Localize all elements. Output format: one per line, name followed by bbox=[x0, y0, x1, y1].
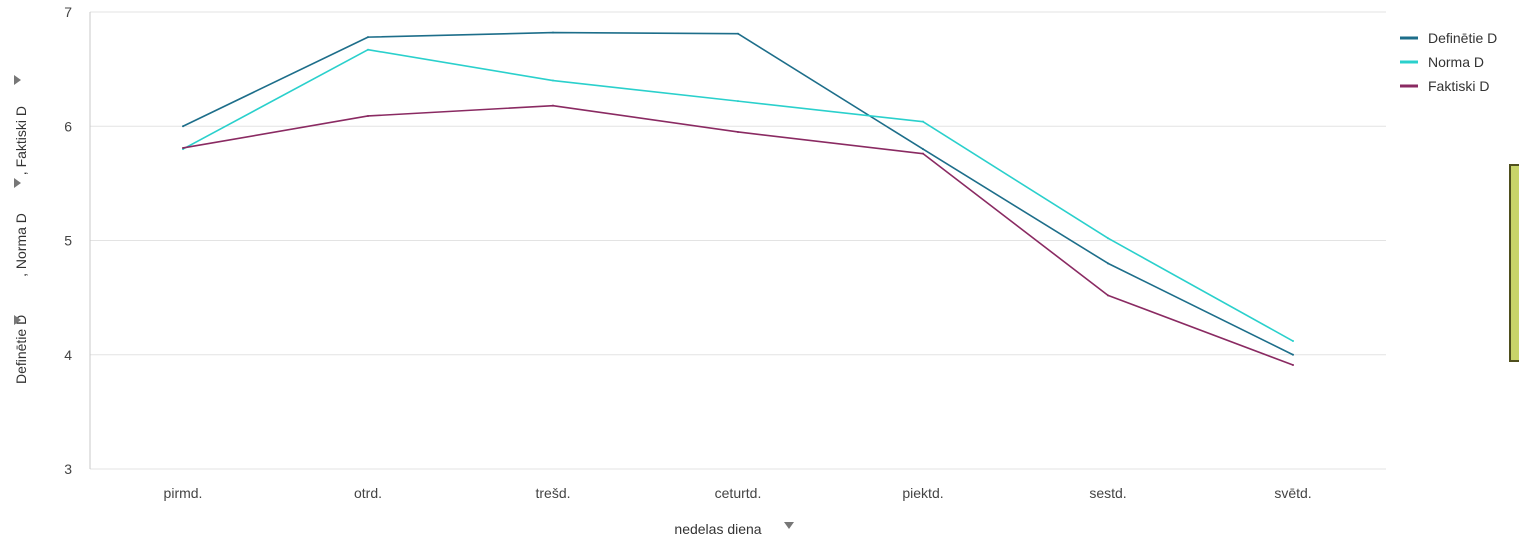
data-point bbox=[737, 32, 739, 35]
caret-right-icon[interactable] bbox=[14, 315, 21, 325]
data-point bbox=[552, 79, 554, 82]
gridlines bbox=[89, 11, 1386, 470]
legend-entry[interactable]: Definētie D bbox=[1428, 30, 1497, 46]
data-point bbox=[182, 125, 184, 128]
legend-entry[interactable]: Norma D bbox=[1428, 54, 1484, 70]
x-tick-label: otrd. bbox=[354, 485, 382, 501]
data-point bbox=[182, 146, 184, 149]
x-tick-label: ceturtd. bbox=[715, 485, 762, 501]
data-point bbox=[1292, 364, 1294, 367]
y-axis-label-part: , Faktiski D bbox=[13, 106, 29, 175]
caret-right-icon[interactable] bbox=[14, 178, 21, 188]
y-axis-label-part: , Norma D bbox=[13, 213, 29, 277]
data-point bbox=[922, 120, 924, 123]
x-axis-label[interactable]: nedelas diena bbox=[674, 521, 761, 535]
data-point bbox=[552, 31, 554, 34]
legend: Definētie D Norma D Faktiski D bbox=[1400, 30, 1497, 94]
x-tick-label: svētd. bbox=[1274, 485, 1311, 501]
svg-text:Definētie D , Norma D: Definētie D , Norma D , Faktiski D bbox=[13, 106, 29, 384]
data-point bbox=[367, 48, 369, 51]
data-point bbox=[922, 152, 924, 155]
data-point bbox=[922, 148, 924, 151]
data-point bbox=[367, 114, 369, 117]
data-point bbox=[1292, 340, 1294, 343]
x-axis-ticks: pirmd. otrd. trešd. ceturtd. piektd. sestd. sv… bbox=[164, 485, 1312, 501]
data-point bbox=[1107, 237, 1109, 240]
data-point bbox=[1107, 262, 1109, 265]
y-tick-label: 3 bbox=[64, 461, 72, 477]
y-tick-label: 4 bbox=[64, 347, 72, 363]
data-point bbox=[367, 36, 369, 39]
x-tick-label: piektd. bbox=[902, 485, 943, 501]
x-tick-label: sestd. bbox=[1089, 485, 1126, 501]
y-tick-label: 5 bbox=[64, 233, 72, 249]
y-axis-label-part: Definētie D bbox=[13, 315, 29, 384]
legend-entry[interactable]: Faktiski D bbox=[1428, 78, 1489, 94]
x-tick-label: pirmd. bbox=[164, 485, 203, 501]
series-line bbox=[182, 104, 1294, 366]
series-line bbox=[182, 31, 1294, 356]
x-tick-label: trešd. bbox=[535, 485, 570, 501]
caret-right-icon[interactable] bbox=[14, 75, 21, 85]
data-point bbox=[1292, 353, 1294, 356]
data-point bbox=[737, 100, 739, 103]
data-point bbox=[1107, 294, 1109, 297]
y-axis-carets bbox=[14, 75, 21, 325]
data-point bbox=[737, 130, 739, 133]
series-line bbox=[182, 48, 1294, 342]
y-axis-label[interactable]: Definētie D , Norma D , Faktiski D bbox=[13, 106, 29, 384]
y-axis-ticks: 3 4 5 6 7 bbox=[64, 4, 72, 477]
y-tick-label: 7 bbox=[64, 4, 72, 20]
data-point bbox=[552, 104, 554, 107]
series-lines bbox=[182, 31, 1294, 367]
caret-down-icon[interactable] bbox=[784, 522, 794, 529]
callout-panel bbox=[1509, 164, 1519, 362]
y-tick-label: 6 bbox=[64, 118, 72, 134]
